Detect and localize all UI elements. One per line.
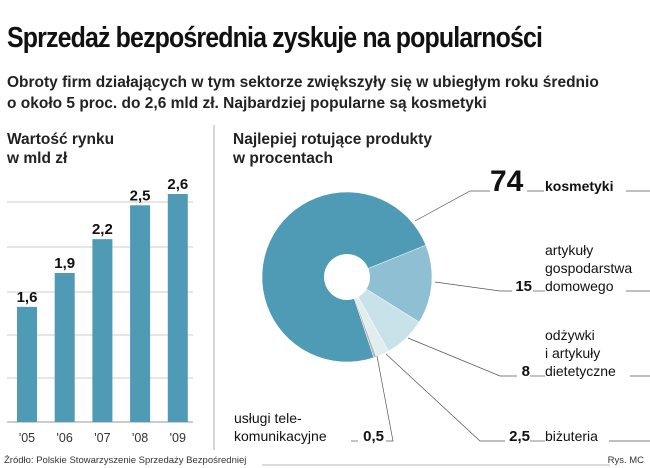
donut-hole — [324, 254, 370, 300]
bar-value-label: 2,5 — [130, 187, 151, 204]
pie-value-label: 2,5 — [509, 428, 530, 445]
pie-category-label: artykuły — [545, 242, 593, 258]
leader-line — [385, 353, 505, 442]
subtitle-line: Obroty firm działających w tym sektorze … — [7, 74, 599, 91]
page-title: Sprzedaż bezpośrednia zyskuje na popular… — [7, 22, 543, 54]
pie-value-label: 15 — [515, 278, 532, 295]
pie-chart-title: Najlepiej rotujące produkty w procentach — [233, 130, 432, 168]
pie-category-label: domowego — [545, 278, 614, 294]
bar-value-label: 2,6 — [167, 176, 188, 193]
x-tick-label: '06 — [57, 431, 73, 445]
pie-value-label: 74 — [490, 165, 524, 198]
x-tick-label: '07 — [94, 431, 110, 445]
pie-category-label: gospodarstwa — [545, 260, 632, 276]
bar — [92, 239, 113, 422]
source-note: Źródło: Polskie Stowarzyszenie Sprzedaży… — [4, 455, 247, 466]
x-tick-label: '08 — [132, 431, 148, 445]
leader-line — [407, 337, 517, 377]
pie-slice — [346, 244, 433, 323]
bar — [167, 194, 188, 422]
bar-value-label: 1,6 — [17, 289, 38, 306]
leader-line — [434, 281, 512, 292]
bar — [54, 273, 75, 422]
pie-category-label: kosmetyki — [545, 178, 613, 194]
leader-line — [376, 355, 394, 442]
subtitle-line: o około 5 proc. do 2,6 mld zł. Najbardzi… — [7, 95, 487, 112]
bar — [130, 205, 151, 422]
bar-title-line: w mld zł — [7, 150, 68, 167]
bar-value-label: 2,2 — [92, 221, 113, 238]
pie-category-label: dietetyczne — [545, 363, 616, 379]
pie-category-label: biżuteria — [545, 428, 598, 444]
pie-category-label: i artykuły — [545, 345, 600, 361]
pie-category-label: odżywki — [545, 327, 595, 343]
pie-title-line: Najlepiej rotujące produkty — [233, 131, 432, 148]
x-tick-label: '09 — [170, 431, 186, 445]
x-tick-label: '05 — [19, 431, 35, 445]
pie-category-label: komunikacyjne — [234, 428, 327, 444]
bar — [17, 306, 37, 422]
leader-line — [414, 190, 490, 222]
pie-category-label: usługi tele- — [234, 410, 302, 426]
bar-chart-title: Wartość rynku w mld zł — [7, 130, 114, 168]
credit: Rys. MC — [607, 455, 644, 466]
pie-value-label: 0,5 — [363, 428, 384, 445]
pie-title-line: w procentach — [233, 150, 333, 167]
subtitle: Obroty firm działających w tym sektorze … — [7, 72, 599, 114]
pie-value-label: 8 — [522, 363, 530, 380]
bar-value-label: 1,9 — [54, 255, 75, 272]
bar-title-line: Wartość rynku — [7, 131, 115, 148]
